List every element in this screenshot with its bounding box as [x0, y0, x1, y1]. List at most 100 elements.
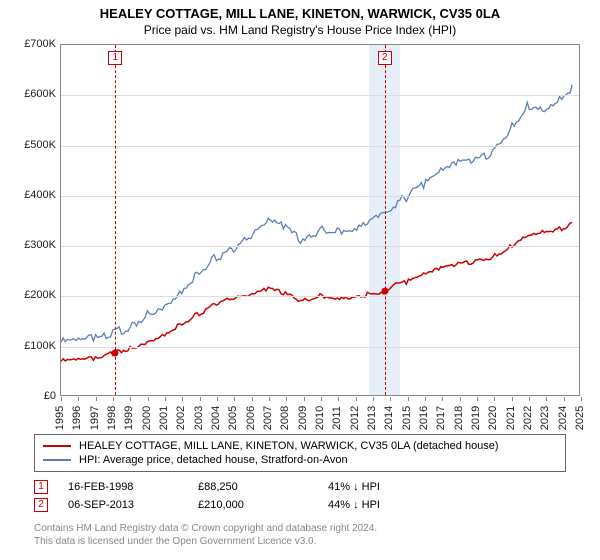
gridline [61, 146, 579, 147]
x-axis-label: 2020 [487, 406, 499, 430]
x-tick [113, 397, 114, 401]
anno-pct: 41% ↓ HPI [328, 481, 438, 493]
x-tick [130, 397, 131, 401]
x-axis-label: 2016 [418, 406, 430, 430]
x-axis-label: 2005 [227, 406, 239, 430]
y-axis-label: £500K [12, 139, 56, 151]
x-axis-label: 2012 [349, 406, 361, 430]
x-axis-label: 2014 [383, 406, 395, 430]
x-tick [269, 397, 270, 401]
annotation-dot [381, 288, 388, 295]
x-axis-label: 2010 [314, 406, 326, 430]
x-tick [304, 397, 305, 401]
x-axis-label: 2018 [453, 406, 465, 430]
gridline [61, 347, 579, 348]
x-axis-label: 1999 [123, 406, 135, 430]
annotation-dashline [115, 45, 116, 395]
y-axis-label: £200K [12, 289, 56, 301]
line-series-svg [61, 45, 579, 395]
x-axis-label: 1995 [54, 406, 66, 430]
plot-region: 12 [60, 44, 580, 396]
legend-label: HEALEY COTTAGE, MILL LANE, KINETON, WARW… [79, 440, 499, 452]
x-axis-label: 2022 [522, 406, 534, 430]
x-tick [321, 397, 322, 401]
x-tick [217, 397, 218, 401]
annotation-dot [112, 349, 119, 356]
gridline [61, 246, 579, 247]
x-axis-label: 2006 [245, 406, 257, 430]
footer-attribution: Contains HM Land Registry data © Crown c… [34, 522, 566, 548]
y-axis-label: £700K [12, 38, 56, 50]
x-tick [494, 397, 495, 401]
annotation-marker: 2 [378, 51, 392, 65]
x-axis-label: 2021 [505, 406, 517, 430]
legend-box: HEALEY COTTAGE, MILL LANE, KINETON, WARW… [34, 434, 566, 472]
x-tick [78, 397, 79, 401]
x-tick [252, 397, 253, 401]
series-line-red [61, 222, 572, 361]
x-axis-label: 2025 [574, 406, 586, 430]
x-axis-label: 2023 [539, 406, 551, 430]
x-tick [529, 397, 530, 401]
x-tick [408, 397, 409, 401]
x-axis-label: 2011 [331, 406, 343, 430]
footer-line: Contains HM Land Registry data © Crown c… [34, 522, 566, 535]
anno-date: 16-FEB-1998 [68, 481, 178, 493]
x-tick [512, 397, 513, 401]
annotation-marker: 1 [108, 51, 122, 65]
x-axis-label: 2013 [366, 406, 378, 430]
legend-item: HEALEY COTTAGE, MILL LANE, KINETON, WARW… [43, 439, 557, 453]
marker-badge: 1 [34, 480, 48, 494]
x-axis-label: 2007 [262, 406, 274, 430]
x-tick [182, 397, 183, 401]
gridline [61, 296, 579, 297]
legend-label: HPI: Average price, detached house, Stra… [79, 454, 348, 466]
x-tick [581, 397, 582, 401]
y-axis-label: £400K [12, 189, 56, 201]
x-tick [61, 397, 62, 401]
x-axis-label: 2015 [401, 406, 413, 430]
x-axis-label: 2002 [175, 406, 187, 430]
x-axis-label: 1997 [89, 406, 101, 430]
footer-line: This data is licensed under the Open Gov… [34, 535, 566, 548]
x-axis-label: 1998 [106, 406, 118, 430]
legend-swatch [43, 459, 71, 461]
anno-pct: 44% ↓ HPI [328, 499, 438, 511]
y-axis-label: £600K [12, 88, 56, 100]
x-tick [286, 397, 287, 401]
x-tick [442, 397, 443, 401]
x-tick [148, 397, 149, 401]
x-tick [564, 397, 565, 401]
legend-item: HPI: Average price, detached house, Stra… [43, 453, 557, 467]
x-tick [338, 397, 339, 401]
legend-swatch [43, 445, 71, 447]
x-axis-label: 2001 [158, 406, 170, 430]
chart-area: 12 £0£100K£200K£300K£400K£500K£600K£700K… [12, 44, 588, 424]
x-axis-label: 2019 [470, 406, 482, 430]
x-tick [477, 397, 478, 401]
x-axis-label: 2004 [210, 406, 222, 430]
anno-price: £210,000 [198, 499, 308, 511]
chart-title: HEALEY COTTAGE, MILL LANE, KINETON, WARW… [0, 0, 600, 21]
y-axis-label: £300K [12, 239, 56, 251]
series-line-blue [61, 85, 572, 342]
x-tick [373, 397, 374, 401]
table-row: 1 16-FEB-1998 £88,250 41% ↓ HPI [34, 478, 566, 496]
annotations-table: 1 16-FEB-1998 £88,250 41% ↓ HPI 2 06-SEP… [34, 478, 566, 514]
gridline [61, 95, 579, 96]
x-tick [425, 397, 426, 401]
chart-subtitle: Price paid vs. HM Land Registry's House … [0, 21, 600, 41]
anno-date: 06-SEP-2013 [68, 499, 178, 511]
y-axis-label: £0 [12, 390, 56, 402]
x-axis-label: 2003 [193, 406, 205, 430]
x-tick [356, 397, 357, 401]
x-tick [390, 397, 391, 401]
anno-price: £88,250 [198, 481, 308, 493]
x-tick [96, 397, 97, 401]
x-tick [234, 397, 235, 401]
x-tick [200, 397, 201, 401]
table-row: 2 06-SEP-2013 £210,000 44% ↓ HPI [34, 496, 566, 514]
x-tick [546, 397, 547, 401]
x-axis-label: 2000 [141, 406, 153, 430]
x-axis-label: 1996 [71, 406, 83, 430]
